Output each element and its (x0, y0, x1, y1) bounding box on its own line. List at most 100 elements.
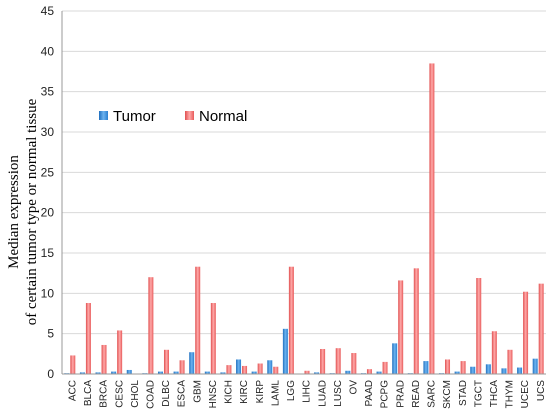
bar-normal-tgct (476, 278, 482, 374)
x-tick-label-tgct: TGCT (473, 380, 484, 407)
bar-normal-thca (491, 331, 497, 374)
bar-normal-kich (226, 365, 232, 374)
y-axis-ticks: 0 5 10 15 20 25 30 35 40 45 (41, 4, 55, 381)
x-tick-label-thca: THCA (489, 380, 500, 408)
bar-normal-laml (273, 366, 279, 374)
bar-tumor-pcpg (376, 371, 382, 374)
x-tick-label-hnsc: HNSC (208, 380, 219, 408)
bar-tumor-ucec (517, 367, 523, 374)
bar-normal-prad (398, 280, 404, 374)
x-tick-label-read: READ (411, 380, 422, 408)
x-tick-label-gbm: GBM (192, 380, 203, 403)
x-tick-label-paad: PAAD (364, 380, 375, 407)
bar-tumor-brca (95, 372, 101, 374)
bar-normal-blca (85, 303, 91, 374)
x-tick-label-prad: PRAD (395, 380, 406, 408)
x-tick-label-dlbc: DLBC (161, 380, 172, 407)
bar-normal-thym (507, 349, 513, 374)
x-tick-label-kirp: KIRP (255, 380, 266, 404)
bar-tumor-kirp (251, 371, 257, 374)
y-tick-label: 5 (47, 327, 54, 341)
x-tick-label-laml: LAML (270, 380, 281, 407)
bar-tumor-esca (173, 371, 179, 374)
legend-label-normal: Normal (199, 108, 247, 125)
x-tick-label-coad: COAD (146, 380, 157, 409)
bar-normal-sarc (429, 63, 435, 374)
x-tick-label-kirc: KIRC (239, 380, 250, 404)
bar-tumor-prad (392, 343, 398, 374)
x-tick-label-esca: ESCA (177, 380, 188, 408)
bar-normal-lihc (304, 370, 310, 374)
x-tick-label-brca: BRCA (99, 380, 110, 408)
x-tick-label-cesc: CESC (114, 380, 125, 408)
bar-normal-pcpg (382, 361, 388, 374)
x-tick-label-ucec: UCEC (520, 380, 531, 408)
y-tick-label: 20 (41, 206, 55, 220)
bar-tumor-chol (126, 369, 132, 374)
bar-normal-read (413, 268, 419, 374)
legend: Tumor Normal (99, 108, 247, 125)
y-tick-label: 25 (41, 165, 55, 179)
x-tick-label-acc: ACC (67, 380, 78, 401)
gridlines (62, 10, 546, 335)
bar-normal-brca (101, 344, 107, 374)
x-axis-ticks: ACC BLCA BRCA CESC CHOL COAD DLBC ESCA GBM HNSC KI… (67, 380, 546, 409)
x-tick-label-pcpg: PCPG (380, 380, 391, 409)
bar-tumor-laml (267, 360, 273, 374)
legend-label-tumor: Tumor (113, 108, 156, 125)
x-tick-label-lihc: LIHC (302, 380, 313, 403)
bars (64, 63, 544, 374)
bar-normal-esca (179, 360, 185, 374)
y-axis-label-line2: of certain tumor type or normal tissue (24, 98, 40, 325)
x-tick-label-kich: KICH (224, 380, 235, 404)
bar-tumor-dlbc (157, 371, 163, 374)
y-tick-label: 0 (47, 367, 54, 381)
bar-normal-kirp (257, 363, 263, 374)
bar-normal-paad (366, 369, 372, 374)
x-tick-label-stad: STAD (458, 380, 469, 406)
bar-normal-lgg (288, 266, 294, 374)
bar-tumor-kich (220, 372, 226, 374)
bar-normal-skcm (445, 359, 451, 374)
bar-normal-ucec (523, 291, 529, 374)
legend-swatch-normal (185, 111, 194, 120)
bar-tumor-luad (314, 372, 320, 374)
bar-normal-acc (70, 355, 76, 374)
x-tick-label-thym: THYM (505, 380, 516, 408)
bar-normal-kirc (242, 365, 248, 374)
bar-tumor-thym (501, 368, 507, 374)
y-tick-label: 45 (41, 4, 55, 18)
y-tick-label: 30 (41, 125, 55, 139)
x-tick-label-ucs: UCS (536, 380, 547, 401)
x-tick-label-lusc: LUSC (333, 380, 344, 407)
bar-normal-coad (148, 277, 154, 374)
x-tick-label-blca: BLCA (83, 380, 94, 406)
y-tick-label: 35 (41, 85, 55, 99)
bar-normal-gbm (195, 266, 201, 374)
bar-tumor-gbm (189, 352, 195, 374)
bar-normal-lusc (335, 348, 341, 374)
bar-tumor-cesc (111, 371, 117, 374)
bar-tumor-ov (345, 370, 351, 374)
x-tick-label-sarc: SARC (427, 380, 438, 408)
bar-normal-cesc (117, 330, 123, 374)
x-tick-label-lgg: LGG (286, 380, 297, 401)
bar-tumor-kirc (236, 359, 242, 374)
bar-tumor-blca (79, 372, 85, 374)
x-tick-label-ov: OV (348, 380, 359, 395)
bar-normal-stad (460, 361, 466, 374)
x-tick-label-skcm: SKCM (442, 380, 453, 409)
bar-tumor-tgct (470, 366, 476, 374)
bar-tumor-hnsc (204, 371, 210, 374)
bar-tumor-stad (454, 371, 460, 374)
bar-normal-ucs (538, 283, 544, 374)
x-tick-label-chol: CHOL (130, 380, 141, 408)
bar-normal-dlbc (163, 349, 169, 374)
bar-tumor-ucs (532, 358, 538, 374)
bar-normal-ov (351, 353, 357, 374)
bar-tumor-lgg (282, 328, 288, 374)
y-tick-label: 10 (41, 286, 55, 300)
bar-tumor-thca (485, 364, 491, 374)
